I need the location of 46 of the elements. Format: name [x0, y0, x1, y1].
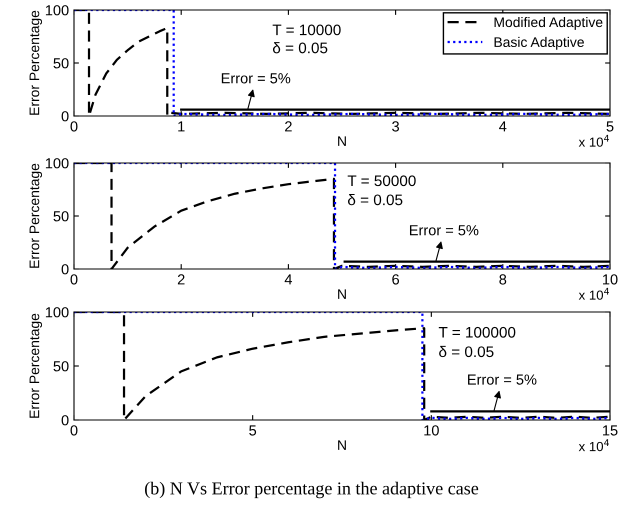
x-tick-label: 4: [284, 274, 292, 284]
x-tick-label: 3: [392, 121, 400, 132]
y-axis-title: Error Percentage: [30, 314, 42, 418]
x-tick-label: 0: [70, 425, 78, 436]
text: x 10$^{4}$: [578, 134, 610, 147]
annotation: T = 100000: [438, 326, 516, 338]
x-tick-label: 6: [392, 274, 400, 285]
annotation: δ = 0.05: [439, 346, 494, 358]
x-axis-title: N: [338, 136, 346, 146]
annotation: Error = 5%: [222, 73, 290, 84]
y-axis-title: Error Percentage: [30, 164, 42, 268]
y-axis-title: Error Percentage: [30, 10, 42, 115]
text: x 10$^{4}$: [578, 288, 610, 300]
y-tick-label: 100: [46, 158, 69, 168]
x-tick-label: 5: [606, 121, 614, 132]
x-tick-label: 5: [249, 425, 256, 436]
annotation: Error = 5%: [410, 225, 478, 236]
y-tick-label: 100: [46, 307, 69, 318]
x-tick-label: 15: [603, 425, 618, 436]
x-tick-label: 8: [499, 274, 506, 285]
y-tick-label: 0: [62, 111, 69, 122]
x-axis-title: N: [338, 440, 346, 450]
x-tick-label: 2: [178, 274, 185, 284]
annotation: δ = 0.05: [348, 194, 402, 206]
x-tick-label: 1: [178, 121, 185, 132]
annotation: T = 50000: [348, 175, 416, 186]
y-tick-label: 0: [62, 264, 69, 274]
legend-label: Basic Adaptive: [494, 36, 584, 50]
y-tick-label: 50: [54, 211, 69, 222]
x-tick-label: 2: [285, 121, 292, 132]
x-tick-label: 4: [499, 121, 506, 132]
x-tick-label: 0: [70, 121, 78, 132]
y-tick-label: 50: [54, 361, 69, 372]
x-tick-label: 0: [70, 274, 78, 285]
annotation: δ = 0.05: [272, 42, 328, 54]
text: x 10$^{4}$: [578, 439, 610, 452]
y-tick-label: 100: [46, 5, 69, 16]
x-axis-title: N: [338, 289, 346, 299]
annotation: T = 10000: [272, 24, 341, 36]
x-tick-label: 10: [424, 425, 439, 436]
x-tick-label: 10: [603, 274, 618, 285]
y-tick-label: 50: [54, 58, 69, 68]
legend-label: Modified Adaptive: [494, 16, 602, 30]
text: (b) N Vs Error percentage in the adaptive case: [145, 482, 478, 498]
annotation: Error = 5%: [468, 374, 536, 385]
y-tick-label: 0: [62, 415, 69, 426]
